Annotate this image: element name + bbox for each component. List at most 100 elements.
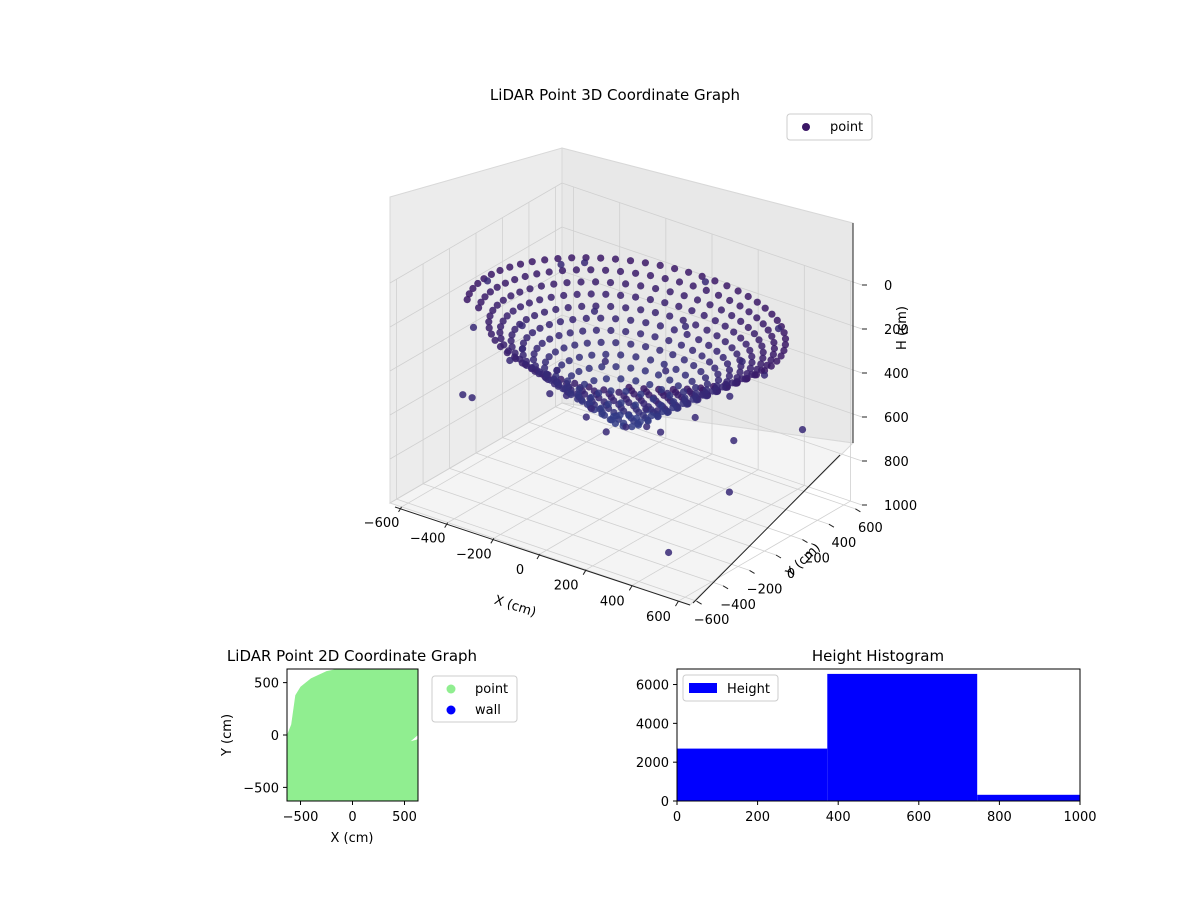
grid-floor-y-6 <box>555 406 856 510</box>
x-tick-mark-5 <box>628 585 633 591</box>
point-3d-69 <box>745 308 753 316</box>
y-tick-label-2: −200 <box>747 582 783 597</box>
point-3d-177 <box>646 296 655 304</box>
plot-2d: LiDAR Point 2D Coordinate Graph −500 0 500… <box>220 647 518 846</box>
point-3d-389 <box>689 395 697 403</box>
point-3d-2 <box>773 357 781 365</box>
point-3d-287 <box>519 339 528 347</box>
legend-3d-swatch-point <box>802 123 810 131</box>
point-3d-89 <box>493 283 501 291</box>
point-3d-458 <box>617 375 625 383</box>
point-3d-187 <box>516 303 525 311</box>
grid-back-h-0 <box>561 182 863 286</box>
legend-2d: point wall <box>431 675 518 723</box>
point-3d-63 <box>770 344 779 353</box>
point-3d-309 <box>590 307 599 315</box>
point-3d-194 <box>500 341 508 349</box>
point-3d-6 <box>781 335 790 343</box>
point-3d-362 <box>669 351 677 359</box>
point-3d-464 <box>578 397 586 405</box>
point-3d-373 <box>541 358 550 366</box>
y-tick-mark-0 <box>696 600 702 605</box>
legend-2d-swatch-point <box>446 684 456 694</box>
point-3d-328 <box>607 326 615 335</box>
point-3d-364 <box>642 343 650 351</box>
point-3d-338 <box>531 362 540 370</box>
point-3d-335 <box>533 344 541 352</box>
point-3d-372 <box>545 353 553 361</box>
point-3d-230 <box>637 306 645 314</box>
point-3d-32 <box>496 266 504 275</box>
point-3d-227 <box>679 316 687 324</box>
grid-floor-x-6 <box>678 500 851 602</box>
point-3d-448 <box>582 413 590 421</box>
point-3d-16 <box>711 277 719 285</box>
point-3d-361 <box>680 356 688 364</box>
point-3d-109 <box>759 348 767 356</box>
point-3d-446 <box>553 366 561 375</box>
point-3d-70 <box>736 302 744 310</box>
z-axis-label: H (cm) <box>895 306 910 350</box>
point-3d-235 <box>564 304 572 312</box>
point-3d-78 <box>632 269 640 277</box>
x-tick-mark-0 <box>398 506 402 513</box>
point-3d-242 <box>508 331 516 339</box>
point-3d-283 <box>545 321 554 329</box>
point-3d-298 <box>610 397 618 405</box>
point-3d-138 <box>485 324 493 332</box>
point-3d-22 <box>626 257 635 265</box>
grid-back-h-4 <box>561 358 863 462</box>
point-3d-237 <box>540 308 549 316</box>
point-3d-75 <box>675 278 684 286</box>
point-3d-170 <box>730 328 738 336</box>
point-3d-461 <box>580 380 589 388</box>
point-3d-243 <box>507 337 515 345</box>
point-3d-332 <box>555 332 563 340</box>
point-3d-193 <box>497 335 505 343</box>
point-3d-90 <box>486 288 494 296</box>
point-3d-371 <box>551 348 560 356</box>
point-3d-83 <box>558 267 567 275</box>
plot-2d-xtick-label-2: 500 <box>392 810 417 825</box>
point-3d-55 <box>469 323 478 331</box>
point-3d-463 <box>574 391 583 399</box>
point-3d-54 <box>483 277 492 285</box>
y-tick-label-6: 600 <box>858 521 883 536</box>
point-3d-110 <box>758 342 766 350</box>
point-3d-137 <box>485 318 493 326</box>
point-3d-316 <box>713 382 721 390</box>
point-3d-428 <box>585 364 593 372</box>
point-3d-370 <box>560 344 568 352</box>
point-3d-276 <box>642 319 650 327</box>
point-3d-358 <box>701 374 710 382</box>
point-3d-23 <box>611 255 620 263</box>
point-3d-510 <box>611 419 620 428</box>
point-3d-325 <box>651 333 659 341</box>
point-3d-489 <box>631 401 640 409</box>
point-3d-150 <box>600 386 608 394</box>
point-3d-27 <box>554 255 562 263</box>
point-3d-275 <box>656 322 665 330</box>
y-axis-line <box>692 454 841 604</box>
point-3d-165 <box>748 358 756 367</box>
point-3d-278 <box>612 315 620 323</box>
point-3d-402 <box>565 357 573 365</box>
point-3d-500 <box>602 428 610 436</box>
point-3d-423 <box>654 371 663 379</box>
point-3d-329 <box>592 326 601 334</box>
point-3d-239 <box>522 316 530 324</box>
histogram-bar-1 <box>827 673 978 801</box>
point-3d-136 <box>486 312 494 320</box>
x-tick-label-2: −200 <box>456 547 492 562</box>
point-3d-271 <box>705 341 713 349</box>
z-tick-label-2: 400 <box>884 367 909 382</box>
hist-xtick-label-1: 200 <box>745 810 770 825</box>
y-tick-label-5: 400 <box>832 536 857 551</box>
point-3d-15 <box>723 282 731 290</box>
point-3d-322 <box>689 346 697 354</box>
point-3d-82 <box>572 266 581 274</box>
point-3d-400 <box>588 351 596 359</box>
point-3d-334 <box>538 339 546 347</box>
legend-hist-swatch <box>689 683 717 693</box>
point-3d-492 <box>597 404 605 412</box>
